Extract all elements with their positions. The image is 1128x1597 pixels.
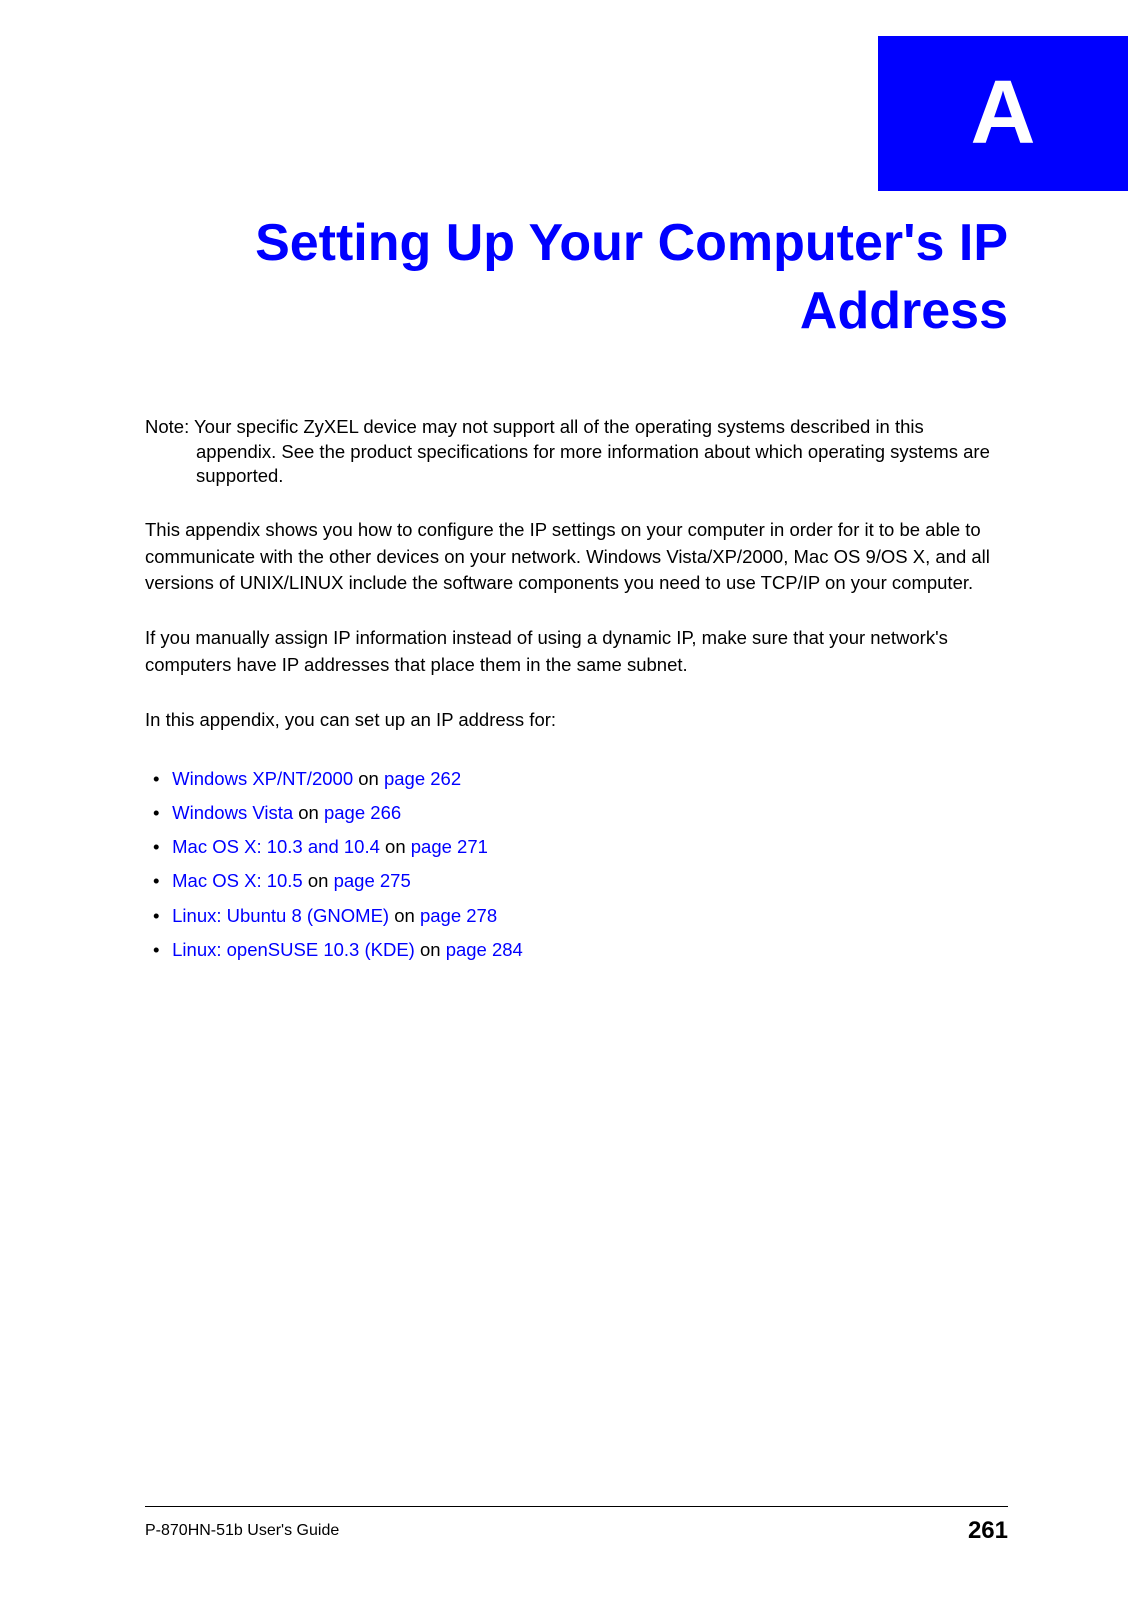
page-link[interactable]: page 284	[446, 939, 523, 960]
list-item: • Windows Vista on page 266	[145, 796, 1008, 830]
list-item: • Mac OS X: 10.3 and 10.4 on page 271	[145, 830, 1008, 864]
bullet-icon: •	[153, 864, 167, 898]
content-area: Note: Your specific ZyXEL device may not…	[145, 415, 1008, 967]
body-paragraph-1: This appendix shows you how to configure…	[145, 517, 1008, 597]
os-link[interactable]: Windows XP/NT/2000	[172, 768, 353, 789]
page-container: A APPENDIX A Setting Up Your Computer's …	[0, 0, 1128, 1597]
note-text: Your specific ZyXEL device may not suppo…	[194, 416, 990, 486]
page-link[interactable]: page 262	[384, 768, 461, 789]
note-paragraph: Note: Your specific ZyXEL device may not…	[145, 415, 1008, 489]
body-paragraph-2: If you manually assign IP information in…	[145, 625, 1008, 679]
list-item: • Mac OS X: 10.5 on page 275	[145, 864, 1008, 898]
os-link[interactable]: Linux: Ubuntu 8 (GNOME)	[172, 905, 389, 926]
os-link[interactable]: Linux: openSUSE 10.3 (KDE)	[172, 939, 415, 960]
bullet-icon: •	[153, 762, 167, 796]
bullet-icon: •	[153, 830, 167, 864]
page-title: Setting Up Your Computer's IP Address	[100, 210, 1008, 345]
os-link[interactable]: Windows Vista	[172, 802, 293, 823]
bullet-icon: •	[153, 796, 167, 830]
os-link[interactable]: Mac OS X: 10.5	[172, 870, 303, 891]
connector-text: on	[415, 939, 446, 960]
connector-text: on	[293, 802, 324, 823]
connector-text: on	[389, 905, 420, 926]
bullet-icon: •	[153, 899, 167, 933]
os-link[interactable]: Mac OS X: 10.3 and 10.4	[172, 836, 380, 857]
page-footer: P-870HN-51b User's Guide 261	[145, 1506, 1008, 1545]
page-link[interactable]: page 271	[411, 836, 488, 857]
page-link[interactable]: page 278	[420, 905, 497, 926]
footer-page-number: 261	[968, 1517, 1008, 1545]
note-prefix: Note:	[145, 416, 194, 437]
bullet-icon: •	[153, 933, 167, 967]
list-item: • Linux: openSUSE 10.3 (KDE) on page 284	[145, 933, 1008, 967]
body-paragraph-3: In this appendix, you can set up an IP a…	[145, 707, 1008, 734]
list-item: • Linux: Ubuntu 8 (GNOME) on page 278	[145, 899, 1008, 933]
footer-guide-name: P-870HN-51b User's Guide	[145, 1522, 339, 1540]
connector-text: on	[380, 836, 411, 857]
page-link[interactable]: page 275	[334, 870, 411, 891]
appendix-letter: A	[971, 62, 1036, 165]
os-list: • Windows XP/NT/2000 on page 262 • Windo…	[145, 762, 1008, 967]
connector-text: on	[303, 870, 334, 891]
connector-text: on	[353, 768, 384, 789]
appendix-banner: A	[878, 36, 1128, 191]
list-item: • Windows XP/NT/2000 on page 262	[145, 762, 1008, 796]
page-link[interactable]: page 266	[324, 802, 401, 823]
